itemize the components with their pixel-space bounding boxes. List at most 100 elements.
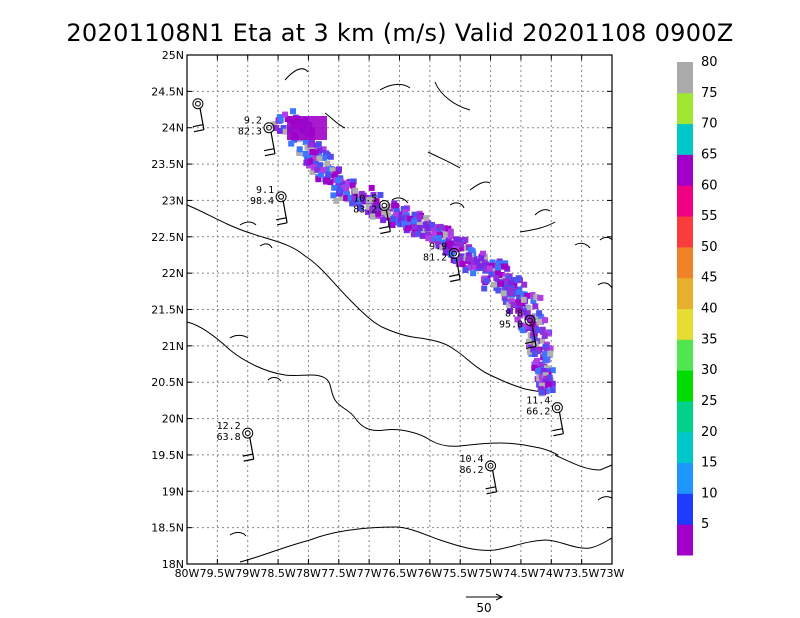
wind-swath-cell: [349, 200, 356, 207]
wind-swath-cell: [547, 350, 554, 357]
wind-swath-cell: [419, 232, 426, 239]
wind-swath-cell: [343, 195, 350, 202]
colorbar-label: 30: [701, 363, 718, 378]
wind-swath-cell: [273, 125, 280, 131]
wind-swath-cell: [393, 207, 400, 214]
wind-swath-cell: [327, 153, 334, 160]
wind-swath-cell: [526, 348, 533, 355]
wind-swath-cell: [324, 160, 331, 167]
wind-swath-cell: [465, 252, 472, 259]
y-tick-label: 20.5N: [151, 376, 184, 389]
wind-swath-cell: [458, 257, 465, 263]
station-marker-ring: [448, 248, 460, 260]
station-value-top: 9.2: [244, 116, 262, 127]
coastlines: [186, 68, 613, 563]
colorbar-swatch: [677, 493, 693, 525]
y-tick-label: 20N: [162, 413, 184, 426]
station-marker-core: [527, 317, 533, 324]
x-tick-label: 78.5W: [260, 567, 295, 580]
wind-swath-cell: [365, 197, 372, 204]
wind-swath-cell: [466, 255, 472, 262]
wind-swath-cell: [424, 225, 431, 232]
wind-swath-cell: [530, 297, 537, 304]
wind-swath-cell: [533, 294, 540, 301]
station-value-bottom: 63.8: [217, 432, 241, 443]
wind-swath-cell: [520, 296, 527, 303]
wind-swath-cell: [436, 235, 442, 242]
wind-swath-cell: [517, 322, 524, 329]
wind-swath-cell: [316, 152, 323, 159]
wind-swath-cell: [435, 228, 442, 235]
wind-swath-cell: [411, 218, 418, 225]
y-tick-label: 22.5N: [151, 231, 184, 244]
wind-barb-staff: [270, 131, 276, 154]
wind-swath-cell: [538, 373, 545, 380]
colorbar-swatch: [677, 216, 693, 248]
wind-swath-cell: [276, 127, 283, 134]
wind-swath-cell: [510, 290, 517, 297]
wind-swath-cell: [410, 231, 417, 238]
wind-swath-cell: [521, 309, 527, 316]
dropsonde-station: 9.981.2: [423, 242, 461, 283]
colorbar-swatch: [677, 123, 693, 155]
colorbar-swatch: [677, 370, 693, 402]
station-marker-ring: [485, 460, 497, 472]
station-value-bottom: 81.2: [423, 253, 447, 264]
dropsonde-stations: 9.282.3 9.198.4 10.583.2 9.981.2 8.895.0 11.4…: [192, 98, 564, 495]
wind-swath-cell: [369, 200, 376, 207]
wind-swath-cell: [364, 209, 371, 215]
station-value-top: 10.4: [459, 454, 483, 465]
wind-barb-flag: [192, 124, 204, 128]
wind-swath-cell: [493, 274, 500, 281]
wind-swath-cell: [531, 364, 538, 371]
wind-barb-flag: [486, 491, 497, 495]
y-tick-label: 24.5N: [151, 85, 184, 98]
x-tick-label: 75.5W: [443, 567, 478, 580]
wind-swath-cell: [546, 374, 553, 381]
reference-vector-head: [495, 593, 504, 601]
wind-barb-flag: [193, 129, 205, 133]
wind-swath-cell: [390, 216, 397, 223]
wind-swath-cell: [405, 225, 412, 232]
wind-barb-flag: [276, 222, 288, 226]
dropsonde-station: 10.583.2: [353, 194, 391, 235]
wind-swath-cell: [455, 261, 462, 267]
wind-swath-cell: [282, 111, 289, 118]
wind-swath-cell: [344, 180, 351, 187]
colorbar-label: 25: [701, 394, 718, 409]
wind-swath-cell: [549, 387, 556, 393]
wind-swath-cell: [521, 281, 528, 288]
x-tick-label: 73.5W: [564, 567, 599, 580]
y-tick-label: 25N: [162, 49, 184, 62]
wind-swath-cell: [462, 267, 469, 273]
wind-swath-cell: [304, 144, 311, 151]
wind-barb-staff: [199, 107, 205, 130]
wind-swath-cell: [502, 298, 509, 305]
station-marker-core: [195, 100, 201, 107]
x-tick-label: 80W: [175, 567, 200, 580]
wind-barb-staff: [491, 469, 498, 492]
wind-swath-cell: [502, 260, 509, 267]
wind-swath-cell: [476, 263, 483, 270]
wind-swath-cell: [440, 239, 447, 246]
wind-barb-staff: [531, 324, 537, 347]
wind-swath-cell: [271, 121, 278, 128]
dropsonde-station: 8.895.0: [499, 308, 537, 349]
station-value-bottom: 86.2: [459, 465, 483, 476]
wind-swath-cell: [447, 228, 454, 235]
station-marker-core: [278, 193, 285, 200]
station-marker-ring: [378, 200, 390, 212]
y-tick-label: 22N: [162, 267, 184, 280]
wind-swath-cell: [498, 272, 505, 278]
wind-swath-cell: [411, 223, 418, 230]
wind-swath-cell: [288, 140, 295, 147]
wind-swath-cell: [411, 211, 418, 218]
wind-swath-cell: [490, 281, 497, 288]
wind-swath-cell: [508, 280, 514, 287]
wind-swath-cell: [531, 351, 538, 357]
wind-swath-cell: [532, 314, 539, 321]
x-axis-ticks: 80W 79.5W 79W 78.5W 78W 77.5W 77W 76.5W 76W 75.5W…: [175, 55, 625, 580]
wind-swath-cell: [542, 372, 549, 379]
wind-swath-cell: [290, 108, 296, 115]
dropsonde-station: 12.263.8: [217, 421, 255, 462]
